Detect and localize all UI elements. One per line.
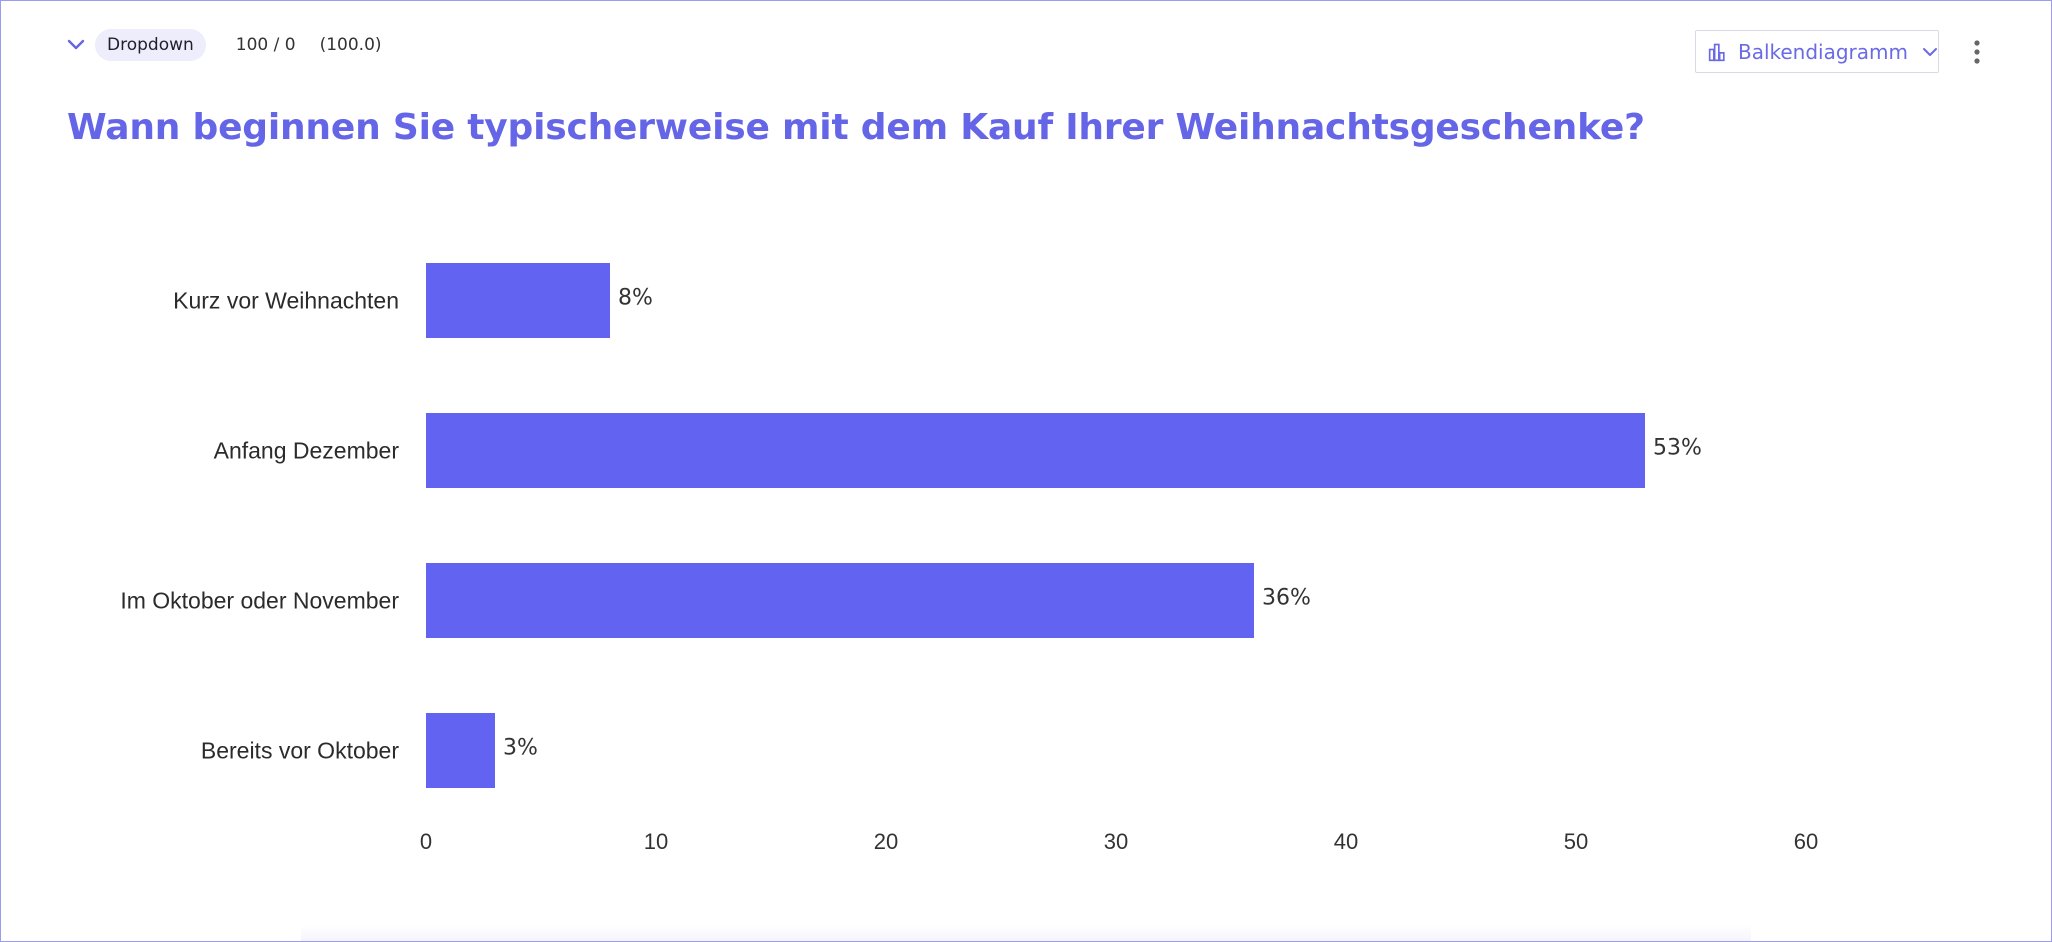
bar [426,713,495,788]
x-tick-label: 60 [1794,829,1818,854]
x-tick-label: 40 [1334,829,1358,854]
bottom-fade [301,926,1751,941]
chart-type-label: Balkendiagramm [1737,39,1908,64]
select-arrow [1922,47,1938,57]
question-type-badge: Dropdown [95,29,206,61]
more-vertical-icon [1974,40,1980,64]
collapse-toggle[interactable] [65,34,87,56]
data-label: 8% [618,286,653,311]
more-options-button[interactable] [1967,37,1987,67]
category-label: Anfang Dezember [214,438,400,464]
data-label: 3% [503,736,538,761]
question-title: Wann beginnen Sie typischerweise mit dem… [67,107,1645,148]
chevron-down-icon [1923,47,1937,56]
bar [426,413,1645,488]
category-label: Im Oktober oder November [120,588,399,614]
x-tick-label: 10 [644,829,668,854]
bar [426,263,610,338]
category-label: Bereits vor Oktober [201,738,399,764]
bar-chart-icon [1708,43,1725,61]
response-count: 100 / 0 [235,35,296,55]
x-tick-label: 50 [1564,829,1588,854]
x-tick-label: 20 [874,829,898,854]
data-label: 53% [1653,436,1702,461]
response-percentage: (100.0) [319,35,382,55]
question-meta-bar: Dropdown 100 / 0 (100.0) [65,29,382,61]
bar [426,563,1254,638]
x-tick-label: 30 [1104,829,1128,854]
chart-type-select[interactable]: Balkendiagramm [1695,30,1939,73]
chevron-down-icon [67,39,85,50]
data-label: 36% [1262,586,1311,611]
x-tick-label: 0 [420,829,432,854]
category-label: Kurz vor Weihnachten [173,288,399,314]
